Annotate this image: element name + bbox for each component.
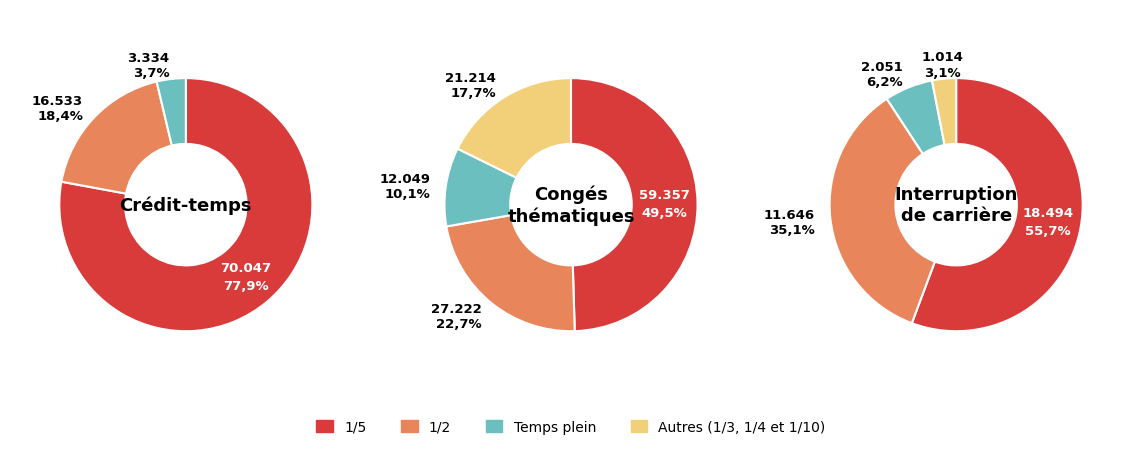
Text: 1.014: 1.014: [922, 51, 964, 64]
Wedge shape: [59, 79, 313, 331]
Wedge shape: [571, 79, 698, 331]
Text: Congés
thématiques: Congés thématiques: [507, 185, 635, 225]
Wedge shape: [458, 79, 571, 179]
Text: 3,7%: 3,7%: [132, 67, 169, 80]
Text: 21.214: 21.214: [445, 72, 496, 85]
Wedge shape: [62, 83, 171, 194]
Text: 35,1%: 35,1%: [770, 223, 815, 236]
Text: 12.049: 12.049: [379, 172, 431, 185]
Text: Crédit-temps: Crédit-temps: [120, 196, 252, 214]
Wedge shape: [447, 216, 574, 331]
Text: 49,5%: 49,5%: [642, 206, 687, 219]
Text: 59.357: 59.357: [640, 189, 690, 202]
Text: 70.047: 70.047: [220, 262, 272, 275]
Wedge shape: [887, 81, 944, 155]
Text: 18,4%: 18,4%: [37, 110, 83, 123]
Wedge shape: [156, 79, 186, 146]
Text: 2.051: 2.051: [861, 61, 902, 74]
Text: 27.222: 27.222: [431, 302, 481, 315]
Text: 77,9%: 77,9%: [223, 279, 268, 292]
Text: 17,7%: 17,7%: [450, 87, 496, 100]
Text: 22,7%: 22,7%: [435, 318, 481, 330]
Legend: 1/5, 1/2, Temps plein, Autres (1/3, 1/4 et 1/10): 1/5, 1/2, Temps plein, Autres (1/3, 1/4 …: [311, 414, 831, 440]
Text: Interruption
de carrière: Interruption de carrière: [894, 186, 1018, 225]
Text: 3.334: 3.334: [127, 52, 169, 64]
Text: 18.494: 18.494: [1023, 207, 1073, 220]
Wedge shape: [444, 149, 516, 227]
Text: 55,7%: 55,7%: [1026, 224, 1071, 237]
Wedge shape: [932, 79, 956, 146]
Text: 10,1%: 10,1%: [385, 188, 431, 200]
Text: 6,2%: 6,2%: [866, 76, 902, 89]
Wedge shape: [829, 100, 935, 323]
Text: 11.646: 11.646: [764, 208, 815, 221]
Wedge shape: [911, 79, 1083, 331]
Text: 3,1%: 3,1%: [924, 67, 960, 79]
Text: 16.533: 16.533: [32, 95, 83, 108]
